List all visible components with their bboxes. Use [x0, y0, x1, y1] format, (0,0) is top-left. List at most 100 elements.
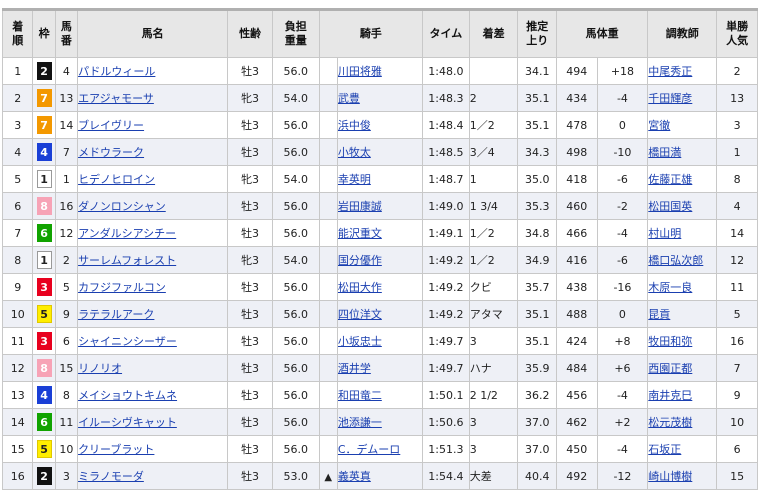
horse-name-link[interactable]: アンダルシアシチー — [78, 227, 177, 240]
horse-name-link[interactable]: ヒデノヒロイン — [78, 173, 156, 186]
trainer-link[interactable]: 松元茂樹 — [648, 416, 693, 429]
body-weight-diff-cell: -2 — [596, 192, 649, 220]
apprentice-mark-cell — [318, 192, 338, 220]
trainer-link[interactable]: 昆貢 — [648, 308, 671, 321]
horse-name-link[interactable]: ダノンロンシャン — [78, 200, 166, 213]
margin-cell: 3 — [468, 327, 519, 355]
weight-cell: 56.0 — [271, 219, 320, 247]
body-weight-cell: 488 — [555, 300, 598, 328]
jockey-link[interactable]: 能沢重文 — [337, 227, 382, 240]
jockey-link[interactable]: 義英真 — [337, 470, 371, 483]
popularity-cell: 9 — [716, 381, 758, 409]
trainer-link[interactable]: 松田国英 — [648, 200, 693, 213]
jockey-cell: 小坂忠士 — [336, 327, 424, 355]
jockey-link[interactable]: 浜中俊 — [337, 119, 371, 132]
weight-cell: 56.0 — [271, 273, 320, 301]
last3f-cell: 35.0 — [517, 165, 557, 193]
waku-cell: 2 — [32, 57, 56, 85]
sex-age-cell: 牡3 — [227, 219, 273, 247]
jockey-cell: 国分優作 — [336, 246, 424, 274]
popularity-cell: 8 — [716, 165, 758, 193]
body-weight-cell: 478 — [555, 111, 598, 139]
jockey-link[interactable]: 国分優作 — [337, 254, 382, 267]
trainer-link[interactable]: 西園正都 — [648, 362, 693, 375]
horse-name-cell: リノリオ — [77, 354, 229, 382]
waku-badge: 7 — [36, 89, 52, 107]
popularity-cell: 13 — [716, 84, 758, 112]
header-last3f: 推定 上り — [517, 8, 557, 58]
horse-name-link[interactable]: ミラノモーダ — [78, 470, 144, 483]
trainer-link[interactable]: 石坂正 — [648, 443, 682, 456]
header-jockey: 騎手 — [318, 8, 424, 58]
trainer-link[interactable]: 橋口弘次郎 — [648, 254, 704, 267]
sex-age-cell: 牡3 — [227, 354, 273, 382]
apprentice-mark-cell — [318, 327, 338, 355]
table-row: 10 5 9 ラテラルアーク 牡3 56.0 四位洋文 1:49.2 アタマ 35.1 488 0 昆貢… — [1, 300, 758, 328]
horse-name-link[interactable]: クリーブラット — [78, 443, 155, 456]
table-row: 4 4 7 メドウラーク 牡3 56.0 小牧太 1:48.5 3／4 34.3 498 -10 橋田満… — [1, 138, 758, 166]
trainer-link[interactable]: 佐藤正雄 — [648, 173, 693, 186]
trainer-link[interactable]: 村山明 — [648, 227, 682, 240]
jockey-link[interactable]: 小坂忠士 — [337, 335, 382, 348]
margin-cell: 1／2 — [468, 111, 519, 139]
jockey-link[interactable]: 岩田康誠 — [337, 200, 382, 213]
trainer-link[interactable]: 牧田和弥 — [648, 335, 693, 348]
horse-name-link[interactable]: メドウラーク — [78, 146, 145, 159]
horse-name-link[interactable]: メイショウトキムネ — [78, 389, 178, 402]
weight-cell: 56.0 — [271, 300, 320, 328]
rank-cell: 9 — [1, 273, 34, 301]
weight-cell: 53.0 — [271, 462, 320, 490]
horse-name-link[interactable]: イルーシヴキャット — [78, 416, 177, 429]
body-weight-cell: 456 — [555, 381, 598, 409]
table-row: 15 5 10 クリーブラット 牡3 56.0 C．デムーロ 1:51.3 3 37.0 450 -4… — [1, 435, 758, 463]
horse-name-link[interactable]: リノリオ — [78, 362, 123, 375]
weight-cell: 56.0 — [271, 57, 320, 85]
popularity-cell: 2 — [716, 57, 758, 85]
trainer-cell: 橋田満 — [647, 138, 718, 166]
jockey-link[interactable]: 酒井学 — [337, 362, 371, 375]
waku-badge: 1 — [36, 170, 52, 188]
waku-badge: 7 — [36, 116, 52, 134]
horse-name-link[interactable]: ブレイヴリー — [78, 119, 145, 132]
jockey-link[interactable]: 池添謙一 — [337, 416, 382, 429]
jockey-link[interactable]: 武豊 — [337, 92, 360, 105]
jockey-cell: 四位洋文 — [336, 300, 424, 328]
jockey-cell: 岩田康誠 — [336, 192, 424, 220]
rank-cell: 10 — [1, 300, 34, 328]
trainer-link[interactable]: 千田輝彦 — [648, 92, 693, 105]
time-cell: 1:48.5 — [422, 138, 470, 166]
body-weight-cell: 460 — [555, 192, 598, 220]
horse-name-link[interactable]: サーレムフォレスト — [78, 254, 177, 267]
last3f-cell: 34.1 — [517, 57, 557, 85]
last3f-cell: 34.3 — [517, 138, 557, 166]
jockey-link[interactable]: 小牧太 — [337, 146, 371, 159]
trainer-link[interactable]: 中尾秀正 — [648, 65, 693, 78]
trainer-link[interactable]: 橋田満 — [648, 146, 682, 159]
last3f-cell: 35.9 — [517, 354, 557, 382]
apprentice-mark-cell — [318, 138, 338, 166]
apprentice-mark-cell — [318, 84, 338, 112]
horse-name-link[interactable]: ラテラルアーク — [78, 308, 155, 321]
rank-cell: 3 — [1, 111, 34, 139]
horse-name-link[interactable]: パドルウィール — [78, 65, 156, 78]
trainer-link[interactable]: 木原一良 — [648, 281, 693, 294]
horse-name-cell: アンダルシアシチー — [77, 219, 229, 247]
waku-badge: 5 — [36, 440, 52, 458]
trainer-link[interactable]: 宮徹 — [648, 119, 671, 132]
jockey-link[interactable]: C．デムーロ — [337, 443, 401, 456]
jockey-link[interactable]: 川田将雅 — [337, 65, 382, 78]
jockey-link[interactable]: 和田竜二 — [337, 389, 382, 402]
jockey-link[interactable]: 四位洋文 — [337, 308, 382, 321]
jockey-link[interactable]: 幸英明 — [337, 173, 371, 186]
jockey-link[interactable]: 松田大作 — [337, 281, 382, 294]
horse-name-link[interactable]: カフジファルコン — [78, 281, 166, 294]
body-weight-diff-cell: -4 — [596, 219, 649, 247]
trainer-link[interactable]: 南井克巳 — [648, 389, 693, 402]
horse-name-link[interactable]: シャイニンシーザー — [78, 335, 177, 348]
waku-badge: 2 — [36, 62, 52, 80]
margin-cell: 3 — [468, 408, 519, 436]
body-weight-diff-cell: -6 — [596, 165, 649, 193]
waku-cell: 7 — [32, 111, 56, 139]
horse-name-link[interactable]: エアジャモーサ — [78, 92, 154, 105]
trainer-link[interactable]: 崎山博樹 — [648, 470, 693, 483]
